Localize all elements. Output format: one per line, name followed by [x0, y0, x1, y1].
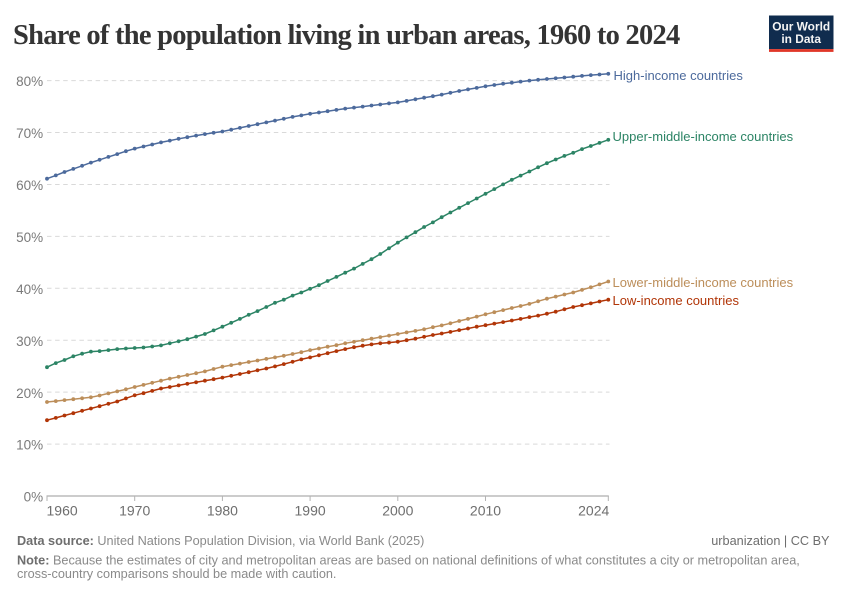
svg-text:Lower-middle-income countries: Lower-middle-income countries	[613, 275, 794, 290]
svg-text:Share of the population living: Share of the population living in urban …	[13, 20, 680, 51]
svg-text:30%: 30%	[16, 334, 43, 349]
svg-text:Low-income countries: Low-income countries	[613, 293, 740, 308]
svg-text:1990: 1990	[295, 503, 326, 519]
svg-text:2010: 2010	[470, 503, 501, 519]
svg-text:50%: 50%	[16, 230, 43, 245]
svg-text:20%: 20%	[16, 386, 43, 401]
svg-text:Our World: Our World	[772, 20, 830, 34]
svg-text:1970: 1970	[119, 503, 150, 519]
svg-text:High-income countries: High-income countries	[614, 68, 744, 83]
svg-text:1980: 1980	[207, 503, 238, 519]
svg-text:Upper-middle-income countries: Upper-middle-income countries	[613, 129, 794, 144]
svg-text:80%: 80%	[16, 74, 43, 89]
svg-text:cross-country comparisons shou: cross-country comparisons should be made…	[17, 567, 336, 581]
svg-text:2024: 2024	[578, 503, 609, 519]
svg-text:1960: 1960	[47, 503, 78, 519]
svg-text:70%: 70%	[16, 126, 43, 141]
svg-text:Data source: United Nations Po: Data source: United Nations Population D…	[17, 534, 424, 548]
svg-text:Note: Because the estimates of: Note: Because the estimates of city and …	[17, 554, 800, 568]
svg-text:10%: 10%	[16, 438, 43, 453]
svg-text:60%: 60%	[16, 178, 43, 193]
svg-text:0%: 0%	[24, 490, 44, 505]
svg-text:40%: 40%	[16, 282, 43, 297]
svg-text:urbanization | CC BY: urbanization | CC BY	[711, 534, 830, 548]
svg-text:2000: 2000	[382, 503, 413, 519]
svg-text:in Data: in Data	[781, 32, 821, 46]
